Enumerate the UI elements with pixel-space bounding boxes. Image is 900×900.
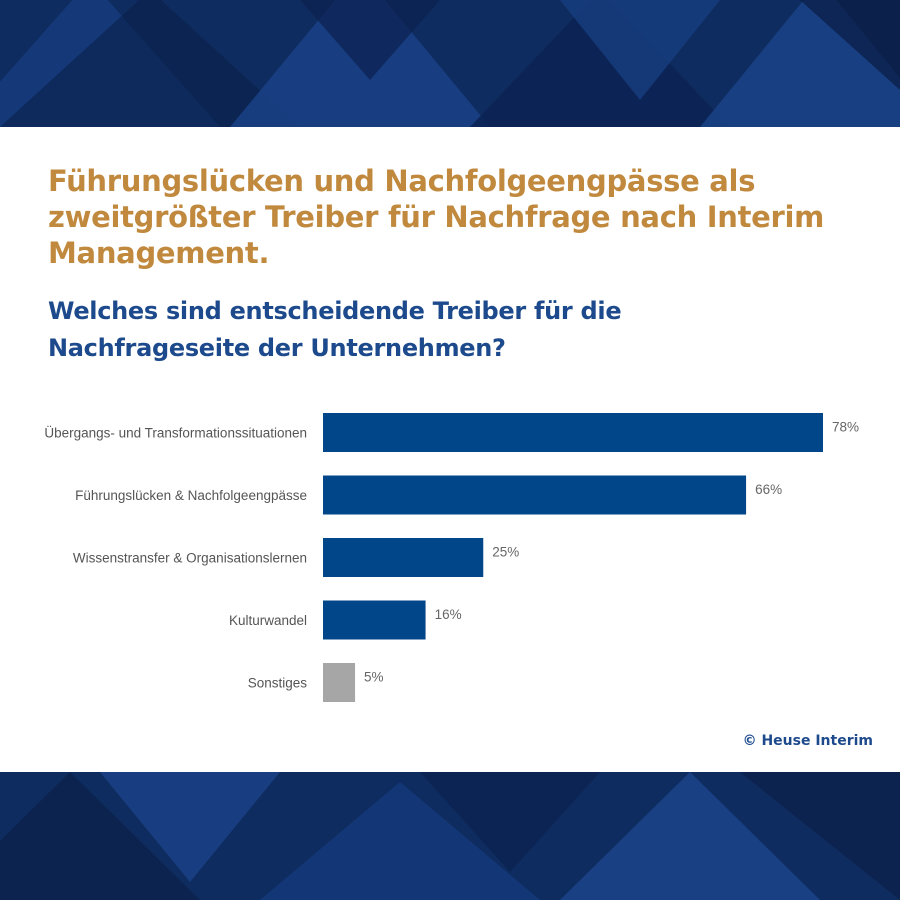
bar (323, 663, 356, 702)
category-label: Wissenstransfer & Organisationslernen (73, 551, 307, 566)
triangle-pattern-bottom (0, 772, 900, 900)
category-label: Führungslücken & Nachfolgeengpässe (75, 488, 307, 503)
chart-question: Welches sind entscheidende Treiber für d… (48, 297, 622, 362)
bar-chart: Übergangs- und Transformationssituatione… (44, 413, 859, 702)
headline: Führungslücken und Nachfolgeengpässe als… (48, 164, 825, 270)
bottom-decorative-band (0, 772, 900, 900)
value-label: 66% (755, 482, 782, 497)
bar (323, 538, 484, 577)
category-label: Kulturwandel (229, 613, 307, 628)
content-panel: Führungslücken und Nachfolgeengpässe als… (0, 127, 900, 772)
bar (323, 475, 747, 515)
category-label: Sonstiges (248, 676, 308, 691)
value-label: 78% (832, 420, 859, 435)
bar (323, 413, 823, 452)
category-label: Übergangs- und Transformationssituatione… (44, 426, 307, 441)
value-label: 25% (492, 545, 519, 560)
top-decorative-band (0, 0, 900, 127)
triangle-pattern-top (0, 0, 900, 127)
value-label: 16% (435, 607, 462, 622)
bar (323, 600, 426, 640)
value-label: 5% (364, 670, 384, 685)
copyright-note: © Heuse Interim (742, 733, 873, 749)
